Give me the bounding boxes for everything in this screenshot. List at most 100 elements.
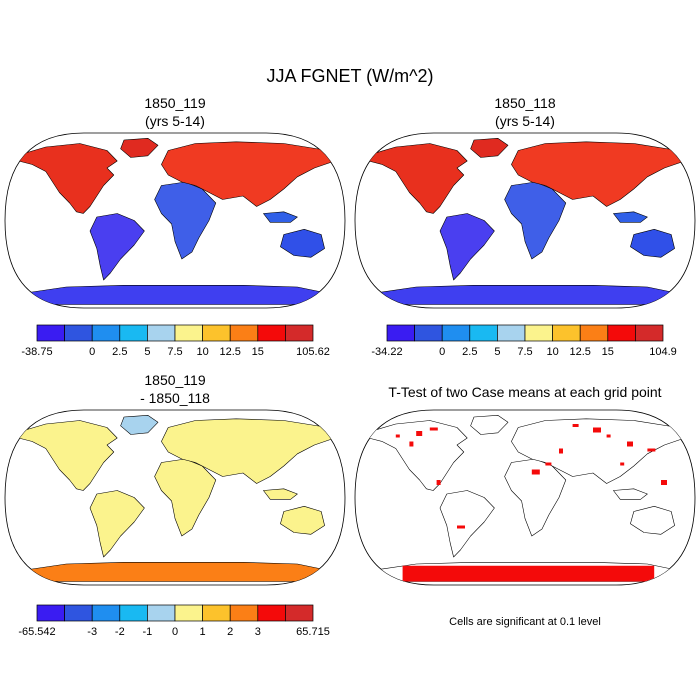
colorbar-swatch xyxy=(497,324,526,342)
landmasses xyxy=(18,414,336,582)
significant-cell xyxy=(620,462,625,466)
significant-cell xyxy=(661,480,667,485)
panel-title: (yrs 5-14) xyxy=(495,113,555,129)
colorbar-swatch xyxy=(202,604,231,622)
colorbar-tick-label: 0 xyxy=(89,346,95,358)
land-indonesia xyxy=(263,211,298,223)
colorbar-tick-label: 10 xyxy=(196,346,208,358)
significant-cell xyxy=(572,424,579,427)
panel-title: 1850_119 xyxy=(144,95,205,111)
land-indonesia xyxy=(613,211,648,223)
land-greenland xyxy=(120,414,159,435)
colorbar-swatch xyxy=(174,324,203,342)
colorbar-swatch xyxy=(469,324,498,342)
colorbar-tick-label: 15 xyxy=(602,346,614,358)
colorbar-swatch xyxy=(64,324,93,342)
colorbar-tick-label: 2.5 xyxy=(462,346,477,358)
colorbar-tick-label: 65.715 xyxy=(296,626,330,638)
land-eurasia xyxy=(161,141,336,207)
land-na xyxy=(18,143,118,214)
significant-cell xyxy=(409,441,414,447)
colorbar: -34.22 0 2.5 5 7.5 10 12.5 15 104.9 xyxy=(371,324,677,358)
map-panel-p1: 1850_119 (yrs 5-14) -38.75 0 2.5 5 7.5 10 12.5 15… xyxy=(4,95,346,358)
panel-title: (yrs 5-14) xyxy=(145,113,205,129)
colorbar-swatch xyxy=(119,604,148,622)
colorbar-tick-label: 105.62 xyxy=(296,346,330,358)
landmasses xyxy=(368,138,686,305)
colorbar-tick-label: 7.5 xyxy=(167,346,182,358)
colorbar-swatch xyxy=(285,324,314,342)
colorbar-swatch xyxy=(414,324,443,342)
significant-cell xyxy=(647,448,656,452)
land-antarctica xyxy=(18,561,332,582)
land-sa xyxy=(89,213,145,281)
land-eurasia xyxy=(511,141,686,207)
colorbar-tick-label: -3 xyxy=(87,626,97,638)
colorbar-tick-label: 2.5 xyxy=(112,346,127,358)
landmasses xyxy=(18,138,336,305)
significant-cells-antarctica xyxy=(402,565,655,582)
land-na xyxy=(368,143,468,214)
significant-cell xyxy=(416,431,423,436)
colorbar-swatch xyxy=(174,604,203,622)
colorbar-swatch xyxy=(524,324,553,342)
colorbar-tick-label: 5 xyxy=(144,346,150,358)
land-australia xyxy=(630,505,675,535)
colorbar-tick-label: 104.9 xyxy=(649,346,677,358)
colorbar-swatch xyxy=(285,604,314,622)
significant-cell xyxy=(531,469,540,475)
significant-cell xyxy=(593,427,601,433)
significant-cell xyxy=(395,434,400,438)
significant-cell xyxy=(559,448,563,454)
land-na xyxy=(18,420,118,491)
colorbar-tick-label: 5 xyxy=(494,346,500,358)
land-australia xyxy=(630,229,675,258)
land-sa xyxy=(439,213,495,281)
colorbar-tick-label: 15 xyxy=(252,346,264,358)
land-eurasia xyxy=(161,418,336,484)
colorbar-tick-label: 0 xyxy=(172,626,178,638)
colorbar-swatch xyxy=(91,604,121,622)
panel-title: 1850_118 xyxy=(494,95,555,111)
land-australia xyxy=(280,505,325,535)
colorbar-tick-label: -2 xyxy=(115,626,125,638)
figure-title: JJA FGNET (W/m^2) xyxy=(266,66,433,86)
colorbar-tick-label: 12.5 xyxy=(569,346,590,358)
map-panel-p4: T-Test of two Case means at each grid po… xyxy=(354,384,696,628)
colorbar-swatch xyxy=(257,324,286,342)
land-sa xyxy=(439,490,495,558)
map-panel-p2: 1850_118 (yrs 5-14) -34.22 0 2.5 5 7.5 10 12.5 15… xyxy=(354,95,696,358)
colorbar-tick-label: -38.75 xyxy=(21,346,52,358)
land-greenland xyxy=(470,414,509,435)
colorbar-swatch xyxy=(257,604,286,622)
land-antarctica xyxy=(18,284,332,305)
colorbar: -38.75 0 2.5 5 7.5 10 12.5 15 105.62 xyxy=(21,324,330,358)
colorbar-tick-label: 7.5 xyxy=(517,346,532,358)
map-panels: 1850_119 (yrs 5-14) -38.75 0 2.5 5 7.5 10 12.5 15… xyxy=(4,95,696,638)
colorbar-swatch xyxy=(36,604,65,622)
colorbar-swatch xyxy=(147,324,176,342)
land-antarctica xyxy=(368,284,682,305)
colorbar-swatch xyxy=(147,604,176,622)
colorbar-swatch xyxy=(64,604,93,622)
significant-cell xyxy=(436,480,441,485)
colorbar-tick-label: 12.5 xyxy=(219,346,240,358)
colorbar-swatch xyxy=(607,324,636,342)
colorbar-tick-label: 2 xyxy=(227,626,233,638)
colorbar-swatch xyxy=(552,324,581,342)
colorbar-swatch xyxy=(229,324,259,342)
colorbar-swatch xyxy=(36,324,65,342)
significant-cell xyxy=(627,441,633,447)
map-panel-p3: 1850_119 - 1850_118 -65.542 -3 -2 -1 0 1 2 3 65.71… xyxy=(4,372,346,638)
colorbar-swatch xyxy=(441,324,471,342)
land-indonesia xyxy=(613,488,648,500)
significant-cell xyxy=(606,434,611,438)
colorbar-tick-label: 3 xyxy=(255,626,261,638)
colorbar-swatch xyxy=(386,324,415,342)
significant-cell xyxy=(545,462,552,466)
land-sa xyxy=(89,490,145,558)
land-greenland xyxy=(470,138,509,158)
colorbar-tick-label: 10 xyxy=(546,346,558,358)
colorbar-swatch xyxy=(229,604,259,622)
